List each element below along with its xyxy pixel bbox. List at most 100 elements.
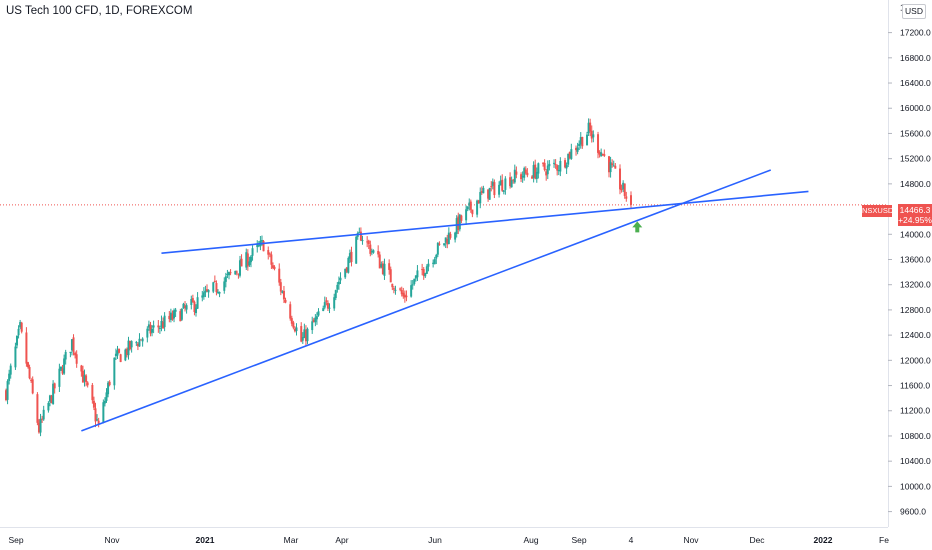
candle-body — [212, 282, 215, 292]
candle-body — [471, 209, 474, 215]
candle-body — [190, 298, 193, 305]
candle-body — [553, 162, 556, 164]
candle-body — [293, 328, 296, 332]
candle-body — [630, 195, 632, 205]
candle-body — [238, 260, 241, 276]
candle-body — [273, 266, 276, 269]
candle-body — [377, 250, 380, 255]
candle-body — [564, 160, 567, 168]
candle-body — [347, 257, 350, 273]
candle-body — [125, 348, 128, 355]
candle-body — [625, 196, 628, 199]
candle-body — [381, 263, 384, 275]
price-tick-label: 12400.0 — [900, 330, 931, 340]
candle-body — [344, 268, 347, 278]
candle-body — [317, 311, 320, 316]
candle-body — [284, 299, 287, 303]
candle-body — [240, 258, 243, 267]
candle-body — [447, 232, 450, 245]
price-tick-label: 15200.0 — [900, 154, 931, 164]
candle-body — [345, 267, 348, 272]
candle-body — [31, 379, 34, 394]
time-tick-label: Sep — [8, 535, 23, 545]
candle-body — [411, 284, 414, 286]
candle-body — [248, 261, 251, 266]
candle-body — [193, 301, 196, 313]
candle-body — [169, 312, 172, 320]
candle-body — [333, 297, 336, 309]
candle-body — [355, 236, 358, 264]
candle-body — [108, 381, 111, 386]
candle-body — [546, 165, 549, 175]
candle-body — [179, 311, 182, 322]
candle-body — [138, 338, 141, 347]
candle-body — [487, 189, 490, 199]
candle-body — [81, 370, 84, 383]
candle-body — [295, 327, 298, 332]
candle-body — [422, 269, 425, 276]
candle-body — [119, 354, 122, 363]
currency-button[interactable]: USD — [902, 4, 926, 19]
candle-body — [490, 186, 493, 188]
candle-body — [147, 324, 150, 328]
price-tick-label: 16400.0 — [900, 78, 931, 88]
candle-body — [289, 304, 292, 319]
candle-body — [403, 294, 406, 298]
candle-body — [458, 214, 461, 230]
candle-body — [443, 243, 446, 246]
candle-body — [229, 272, 232, 274]
time-tick-label: Nov — [683, 535, 699, 545]
candle-body — [477, 200, 480, 204]
candle-body — [581, 137, 584, 147]
candle-body — [311, 321, 314, 331]
candle-body — [94, 408, 97, 422]
candle-body — [191, 298, 194, 303]
price-tick-label: 13200.0 — [900, 280, 931, 290]
candle-body — [597, 134, 600, 153]
candle-body — [28, 367, 31, 379]
candle-body — [105, 392, 108, 401]
candle-body — [619, 168, 622, 190]
price-tick-label: 16000.0 — [900, 103, 931, 113]
candle-body — [501, 179, 504, 191]
candle-body — [118, 348, 121, 353]
candle-body — [256, 244, 259, 248]
time-tick-label: Nov — [104, 535, 120, 545]
candle-body — [336, 284, 339, 290]
candle-body — [457, 216, 460, 230]
candle-body — [435, 254, 438, 259]
candle-body — [246, 253, 249, 267]
candle-body — [556, 165, 559, 171]
candle-body — [499, 180, 502, 186]
candle-body — [135, 342, 138, 344]
candle-body — [282, 290, 285, 300]
candle-body — [567, 153, 570, 165]
candle-body — [234, 270, 237, 275]
candle-body — [380, 263, 383, 268]
candle-body — [526, 172, 529, 176]
candle-body — [469, 201, 472, 210]
candle-body — [213, 280, 216, 282]
candle-body — [146, 328, 149, 338]
candle-body — [358, 232, 361, 234]
candle-body — [402, 292, 405, 297]
candle-body — [391, 283, 394, 288]
candle-body — [339, 277, 342, 281]
candle-body — [460, 215, 463, 221]
candle-body — [446, 238, 449, 245]
candle-body — [315, 316, 318, 320]
candle-body — [531, 176, 534, 179]
candle-body — [278, 268, 281, 283]
candle-body — [328, 307, 331, 309]
candle-body — [449, 233, 452, 238]
candle-body — [369, 244, 372, 254]
candle-body — [237, 273, 240, 275]
candle-body — [312, 319, 315, 323]
candle-body — [548, 163, 551, 167]
candle-body — [523, 168, 526, 178]
candle-body — [168, 315, 171, 320]
candle-body — [92, 400, 95, 408]
candle-body — [603, 154, 606, 156]
candle-body — [535, 171, 538, 180]
